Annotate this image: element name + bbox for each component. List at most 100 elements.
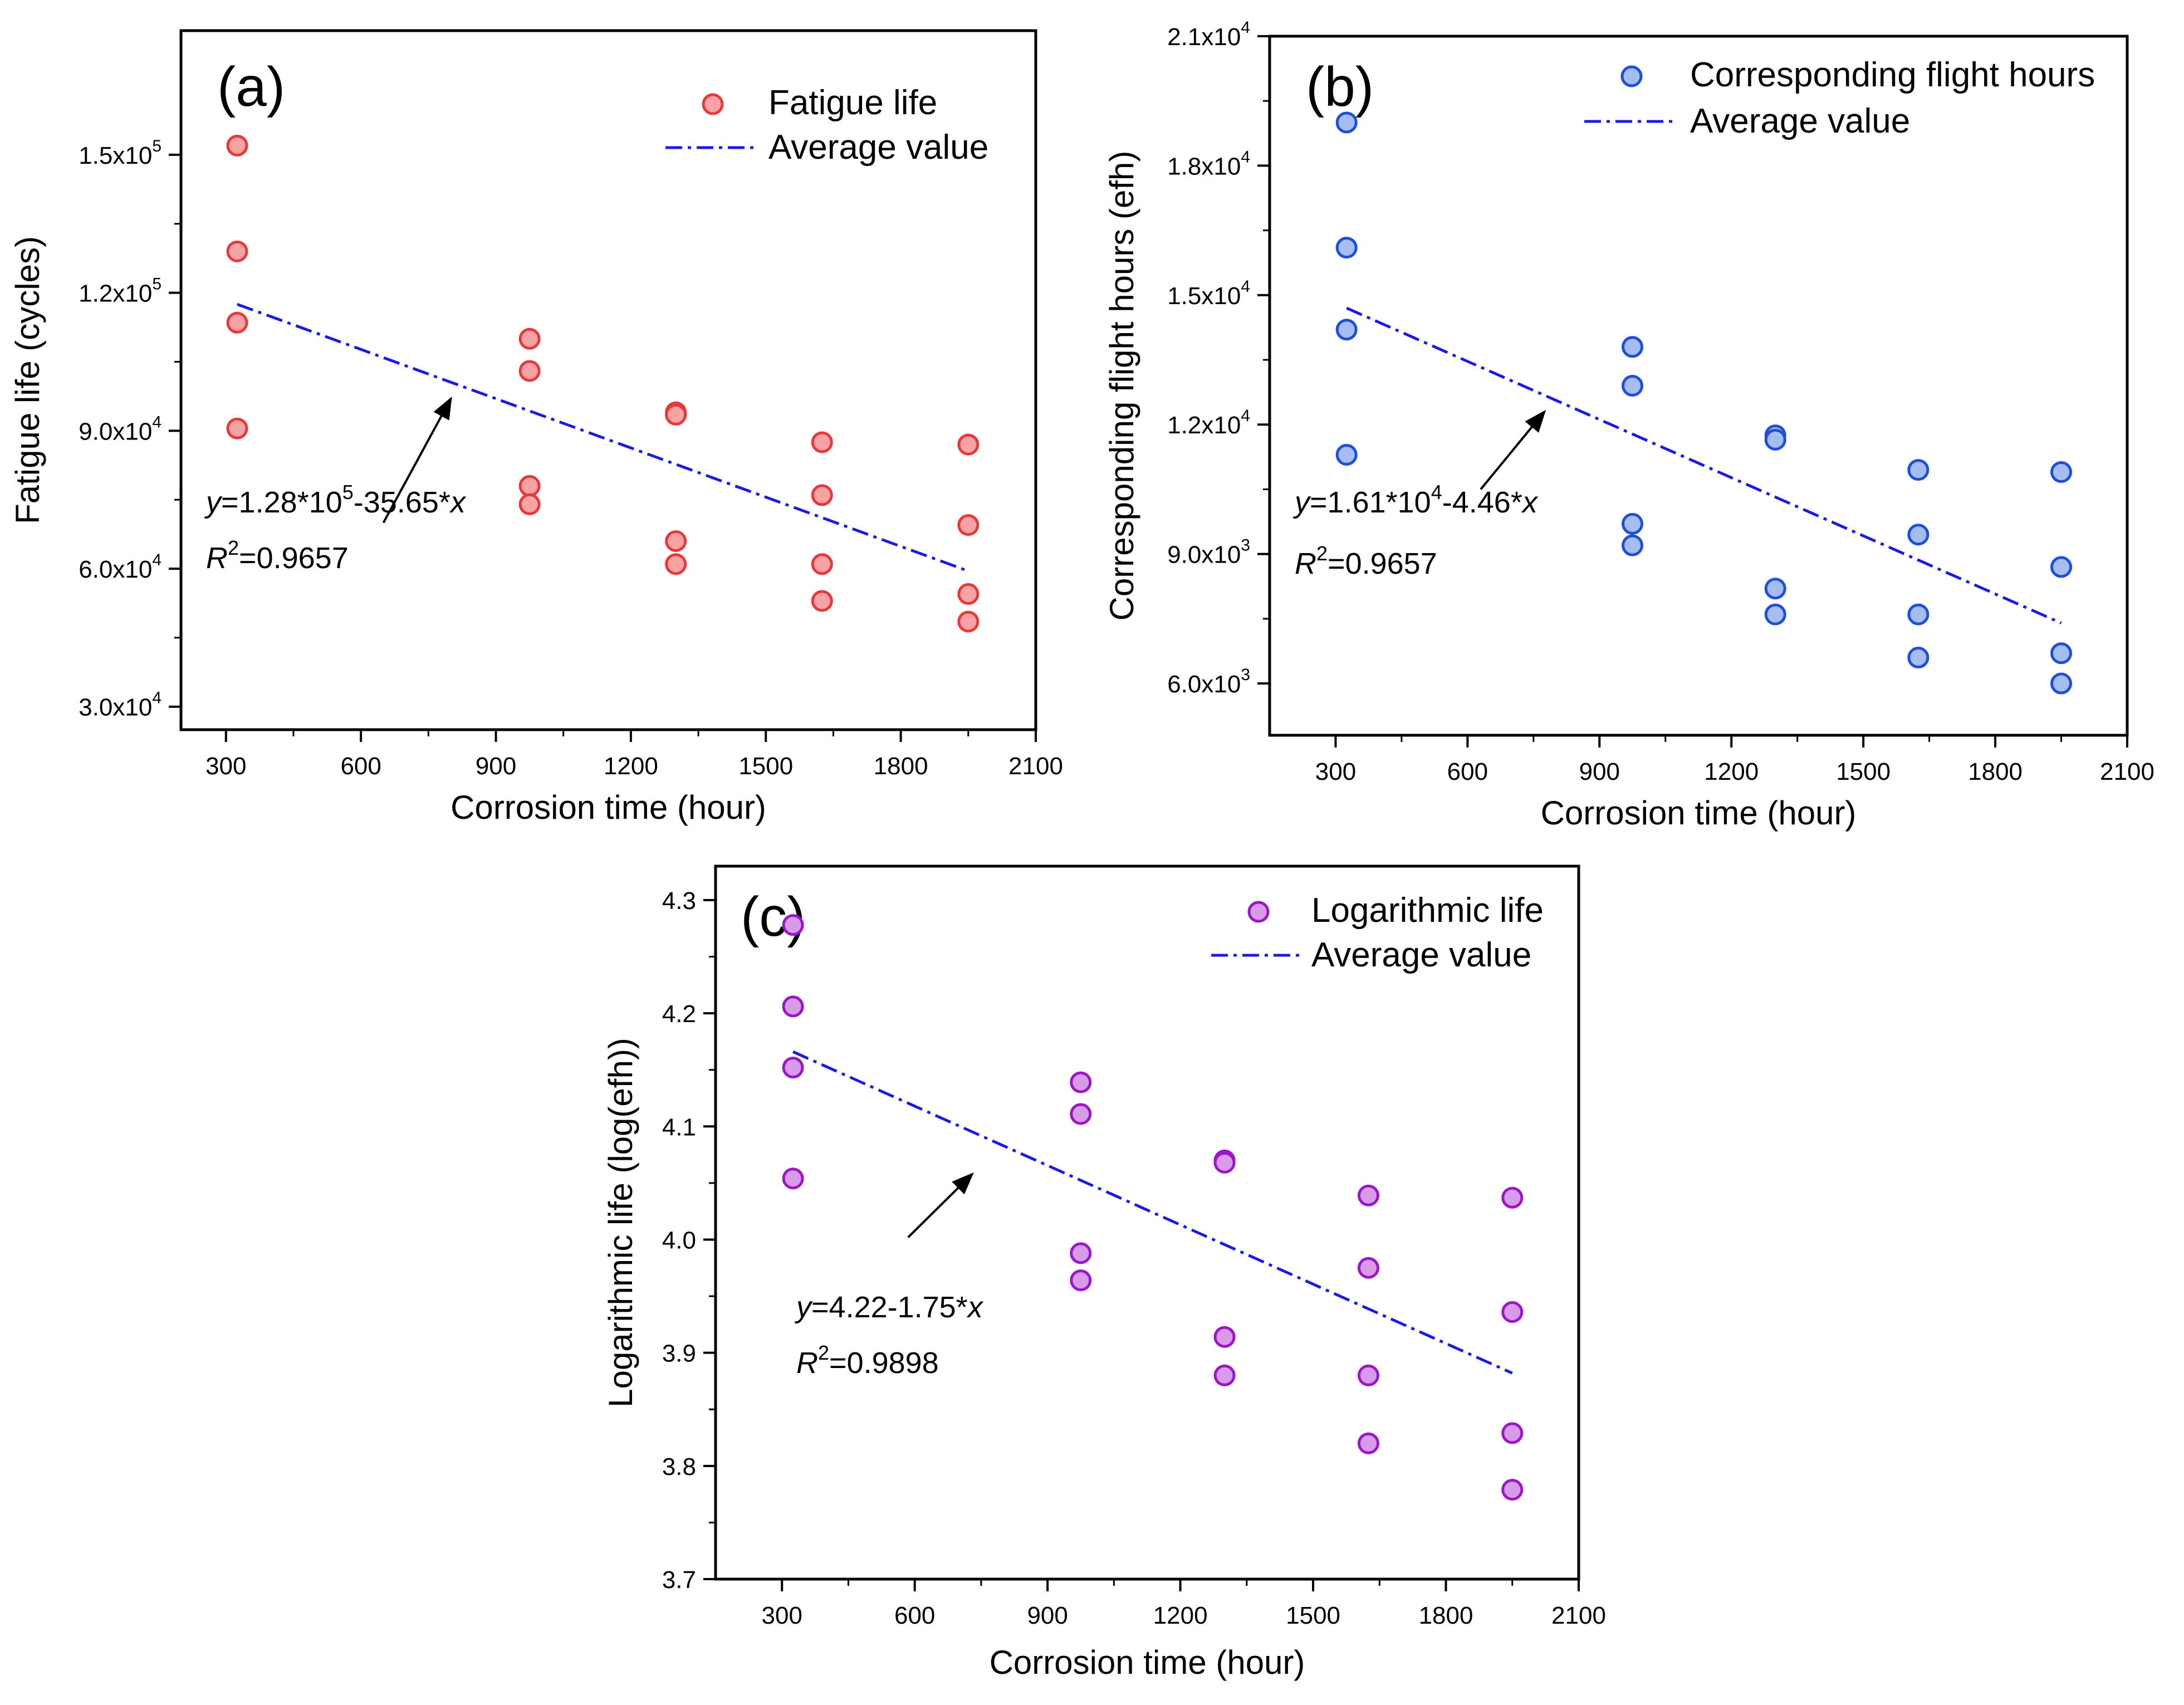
y-tick-mantissa: 2.1x10 — [1167, 23, 1241, 51]
y-tick-label: 4.3 — [662, 887, 696, 915]
y-tick-label: 6.0x103 — [1167, 666, 1250, 698]
data-point — [518, 493, 541, 515]
y-tick-exponent: 4 — [1241, 148, 1250, 166]
y-tick-label: 6.0x104 — [79, 551, 161, 583]
panel-label: (b) — [1306, 56, 1374, 118]
y-tick-exponent: 4 — [1241, 277, 1250, 296]
data-point — [1213, 1364, 1236, 1386]
y-tick-exponent: 4 — [152, 413, 161, 431]
y-tick-label: 4.1 — [662, 1113, 696, 1141]
y-tick-exponent: 4 — [1241, 18, 1250, 37]
average-line — [1346, 306, 2062, 624]
y-tick-label: 1.2x105 — [79, 275, 161, 307]
y-tick-mantissa: 1.2x10 — [79, 280, 152, 307]
eq-x: x — [449, 486, 467, 519]
x-tick-label: 1200 — [604, 753, 658, 780]
panel-a: 300 600 900 1200 1500 1800 21003.0x1046.0x1049… — [9, 29, 1063, 826]
y-tick-mantissa: 1.8x10 — [1167, 153, 1241, 180]
panel-c: 300 600 900 1200 1500 1800 2100 3.7 3.8 3.9 4.0 4.1… — [602, 864, 1606, 1681]
average-line — [792, 1050, 1513, 1375]
y-tick-label: 3.8 — [662, 1453, 696, 1481]
eq-tail: -4.46* — [1442, 486, 1522, 519]
y-tick-exponent: 4 — [152, 551, 161, 569]
r-squared: R2=0.9657 — [206, 536, 349, 575]
eq-exponent: 4 — [1431, 481, 1442, 504]
data-point — [1357, 1184, 1379, 1206]
y-tick-mantissa: 9.0x10 — [79, 418, 152, 445]
eq-x: x — [1521, 486, 1539, 519]
eq-body: =1.28*10 — [221, 486, 342, 519]
y-tick-label: 2.1x104 — [1167, 18, 1250, 51]
legend-label-average: Average value — [1311, 936, 1531, 974]
y-tick-mantissa: 6.0x10 — [79, 556, 152, 583]
data-point — [1070, 1071, 1092, 1093]
eq-body: =1.61*10 — [1310, 486, 1431, 519]
data-point — [2050, 461, 2073, 483]
y-tick-exponent: 4 — [1241, 407, 1250, 425]
panel-b: 300 600 900 1200 1500 1800 21006.0x1039.0x1031… — [1103, 18, 2154, 832]
data-point — [1501, 1422, 1524, 1444]
eq-y: y — [1292, 486, 1311, 519]
x-tick-label: 600 — [340, 753, 381, 780]
data-point — [2050, 642, 2073, 665]
legend-label-average: Average value — [768, 128, 988, 167]
panel-label: (a) — [217, 56, 285, 118]
data-point — [957, 583, 980, 605]
y-tick-exponent: 5 — [152, 275, 161, 294]
plot-frame — [1268, 35, 2129, 737]
eq-y: y — [204, 486, 223, 519]
r-squared-sup: 2 — [228, 536, 239, 559]
data-point — [226, 417, 248, 439]
y-tick-mantissa: 1.2x10 — [1167, 412, 1241, 439]
x-tick-label: 1500 — [1836, 758, 1891, 785]
y-tick-label: 4.2 — [662, 1000, 696, 1028]
x-tick-label: 1800 — [1968, 758, 2023, 785]
data-point — [665, 403, 687, 426]
data-point — [811, 590, 833, 612]
y-tick-label: 1.5x104 — [1167, 277, 1250, 310]
r-squared-symbol: R — [796, 1346, 818, 1380]
data-point — [811, 484, 833, 506]
data-point — [2050, 556, 2073, 578]
legend: Corresponding flight hours Average value — [1584, 56, 2095, 140]
data-point — [1335, 237, 1358, 259]
x-tick-label: 900 — [1027, 1602, 1067, 1629]
legend-marker — [1247, 901, 1270, 923]
eq-body: =4.22-1.75* — [811, 1291, 968, 1324]
y-tick-exponent: 3 — [1241, 536, 1250, 555]
y-tick-exponent: 4 — [152, 689, 161, 707]
data-point — [1357, 1432, 1379, 1454]
data-point — [1907, 524, 1930, 546]
y-tick-mantissa: 3.0x10 — [79, 694, 152, 721]
data-point — [226, 240, 248, 262]
r-squared-value: =0.9898 — [829, 1346, 939, 1380]
x-tick-label: 1200 — [1153, 1602, 1208, 1629]
x-tick-label: 2100 — [1008, 753, 1063, 780]
data-point — [1907, 459, 1930, 481]
legend-marker — [1620, 65, 1643, 87]
eq-tail: -35.65* — [354, 486, 450, 519]
data-point — [1335, 319, 1358, 341]
data-point — [957, 433, 980, 456]
x-axis-title: Corrosion time (hour) — [990, 1644, 1305, 1681]
y-tick-mantissa: 9.0x10 — [1167, 541, 1241, 569]
data-point — [2050, 672, 2073, 695]
annotation-arrow — [1480, 409, 1546, 490]
y-tick-exponent: 5 — [152, 137, 161, 155]
y-tick-mantissa: 1.5x10 — [1167, 282, 1241, 310]
y-axis-title: Logarithmic life (log(efh)) — [602, 1038, 639, 1408]
y-tick-mantissa: 1.5x10 — [79, 142, 152, 169]
r-squared: R2=0.9898 — [796, 1341, 939, 1380]
data-point — [957, 610, 980, 633]
data-point — [518, 360, 541, 382]
x-tick-label: 1800 — [1419, 1602, 1473, 1629]
eq-x: x — [966, 1291, 984, 1324]
legend: Logarithmic life Average value — [1211, 891, 1544, 974]
x-tick-label: 2100 — [2100, 758, 2154, 785]
legend-label-series: Logarithmic life — [1311, 891, 1544, 930]
average-line — [237, 302, 969, 573]
data-point — [1907, 647, 1930, 669]
x-tick-label: 300 — [1315, 758, 1356, 785]
data-point — [1070, 1242, 1092, 1264]
data-point — [1213, 1326, 1236, 1348]
